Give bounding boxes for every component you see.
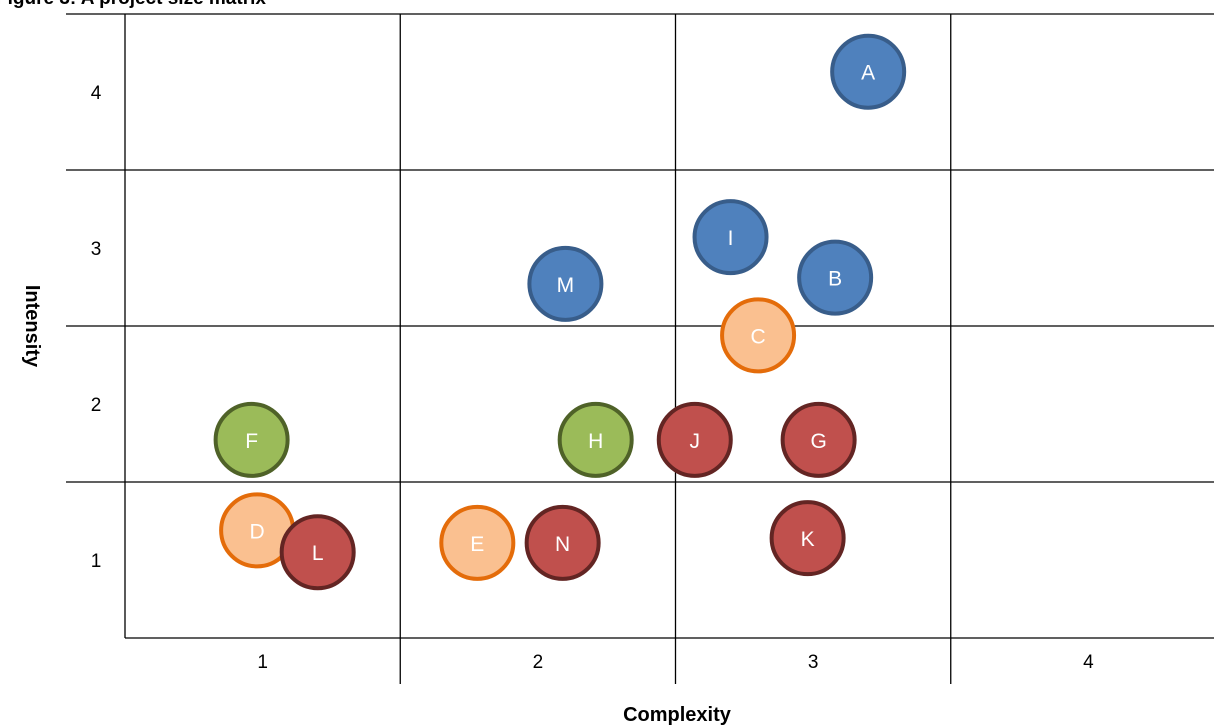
- bubble-i: I: [692, 199, 769, 276]
- x-tick-label: 3: [808, 652, 819, 673]
- bubble-j: J: [656, 401, 733, 478]
- bubble-c: C: [720, 297, 797, 374]
- bubble-label: I: [728, 227, 734, 250]
- bubble-label: D: [250, 520, 265, 543]
- x-tick-label: 2: [533, 652, 544, 673]
- bubble-f: F: [213, 401, 290, 478]
- bubble-marker: [527, 245, 604, 322]
- bubble-g: G: [780, 401, 857, 478]
- x-tick-label: 4: [1083, 652, 1094, 673]
- y-tick-label: 2: [91, 395, 102, 416]
- bubble-label: A: [861, 62, 875, 85]
- bubble-marker: [780, 401, 857, 478]
- bubble-label: G: [810, 430, 826, 453]
- bubble-label: L: [312, 542, 324, 565]
- bubble-a: A: [830, 33, 907, 110]
- bubble-marker: [279, 514, 356, 591]
- y-axis-label: Intensity: [21, 285, 43, 368]
- y-tick-label: 1: [91, 551, 102, 572]
- bubble-b: B: [797, 239, 874, 316]
- bubble-label: F: [245, 430, 258, 453]
- bubble-label: M: [557, 274, 575, 297]
- grid: [66, 13, 1214, 684]
- bubble-label: C: [750, 325, 765, 348]
- y-tick-label: 3: [91, 239, 102, 260]
- bubble-h: H: [557, 401, 634, 478]
- bubble-l: L: [279, 514, 356, 591]
- bubble-k: K: [769, 500, 846, 577]
- bubble-marker: [213, 401, 290, 478]
- bubble-label: B: [828, 268, 842, 291]
- bubble-marker: [524, 504, 601, 581]
- bubble-label: H: [588, 430, 603, 453]
- bubble-marker: [720, 297, 797, 374]
- bubble-n: N: [524, 504, 601, 581]
- bubble-label: N: [555, 533, 570, 556]
- x-axis-ticks: 1 2 3 4: [257, 652, 1094, 673]
- bubble-marker: [830, 33, 907, 110]
- bubble-label: E: [470, 533, 484, 556]
- bubble-marker: [692, 199, 769, 276]
- x-tick-label: 1: [257, 652, 268, 673]
- bubble-label: K: [801, 528, 815, 551]
- bubble-marker: [439, 504, 516, 581]
- bubble-marker: [656, 401, 733, 478]
- bubble-marker: [557, 401, 634, 478]
- bubble-label: J: [690, 430, 701, 453]
- bubble-marker: [797, 239, 874, 316]
- bubbles: A I B M C F H J G D L E N K: [213, 33, 907, 591]
- bubble-m: M: [527, 245, 604, 322]
- chart-title: Figure 3: A project size matrix: [0, 0, 266, 9]
- bubble-marker: [769, 500, 846, 577]
- y-tick-label: 4: [91, 83, 102, 104]
- y-axis-ticks: 1 2 3 4: [91, 83, 102, 572]
- x-axis-label: Complexity: [623, 704, 732, 726]
- bubble-e: E: [439, 504, 516, 581]
